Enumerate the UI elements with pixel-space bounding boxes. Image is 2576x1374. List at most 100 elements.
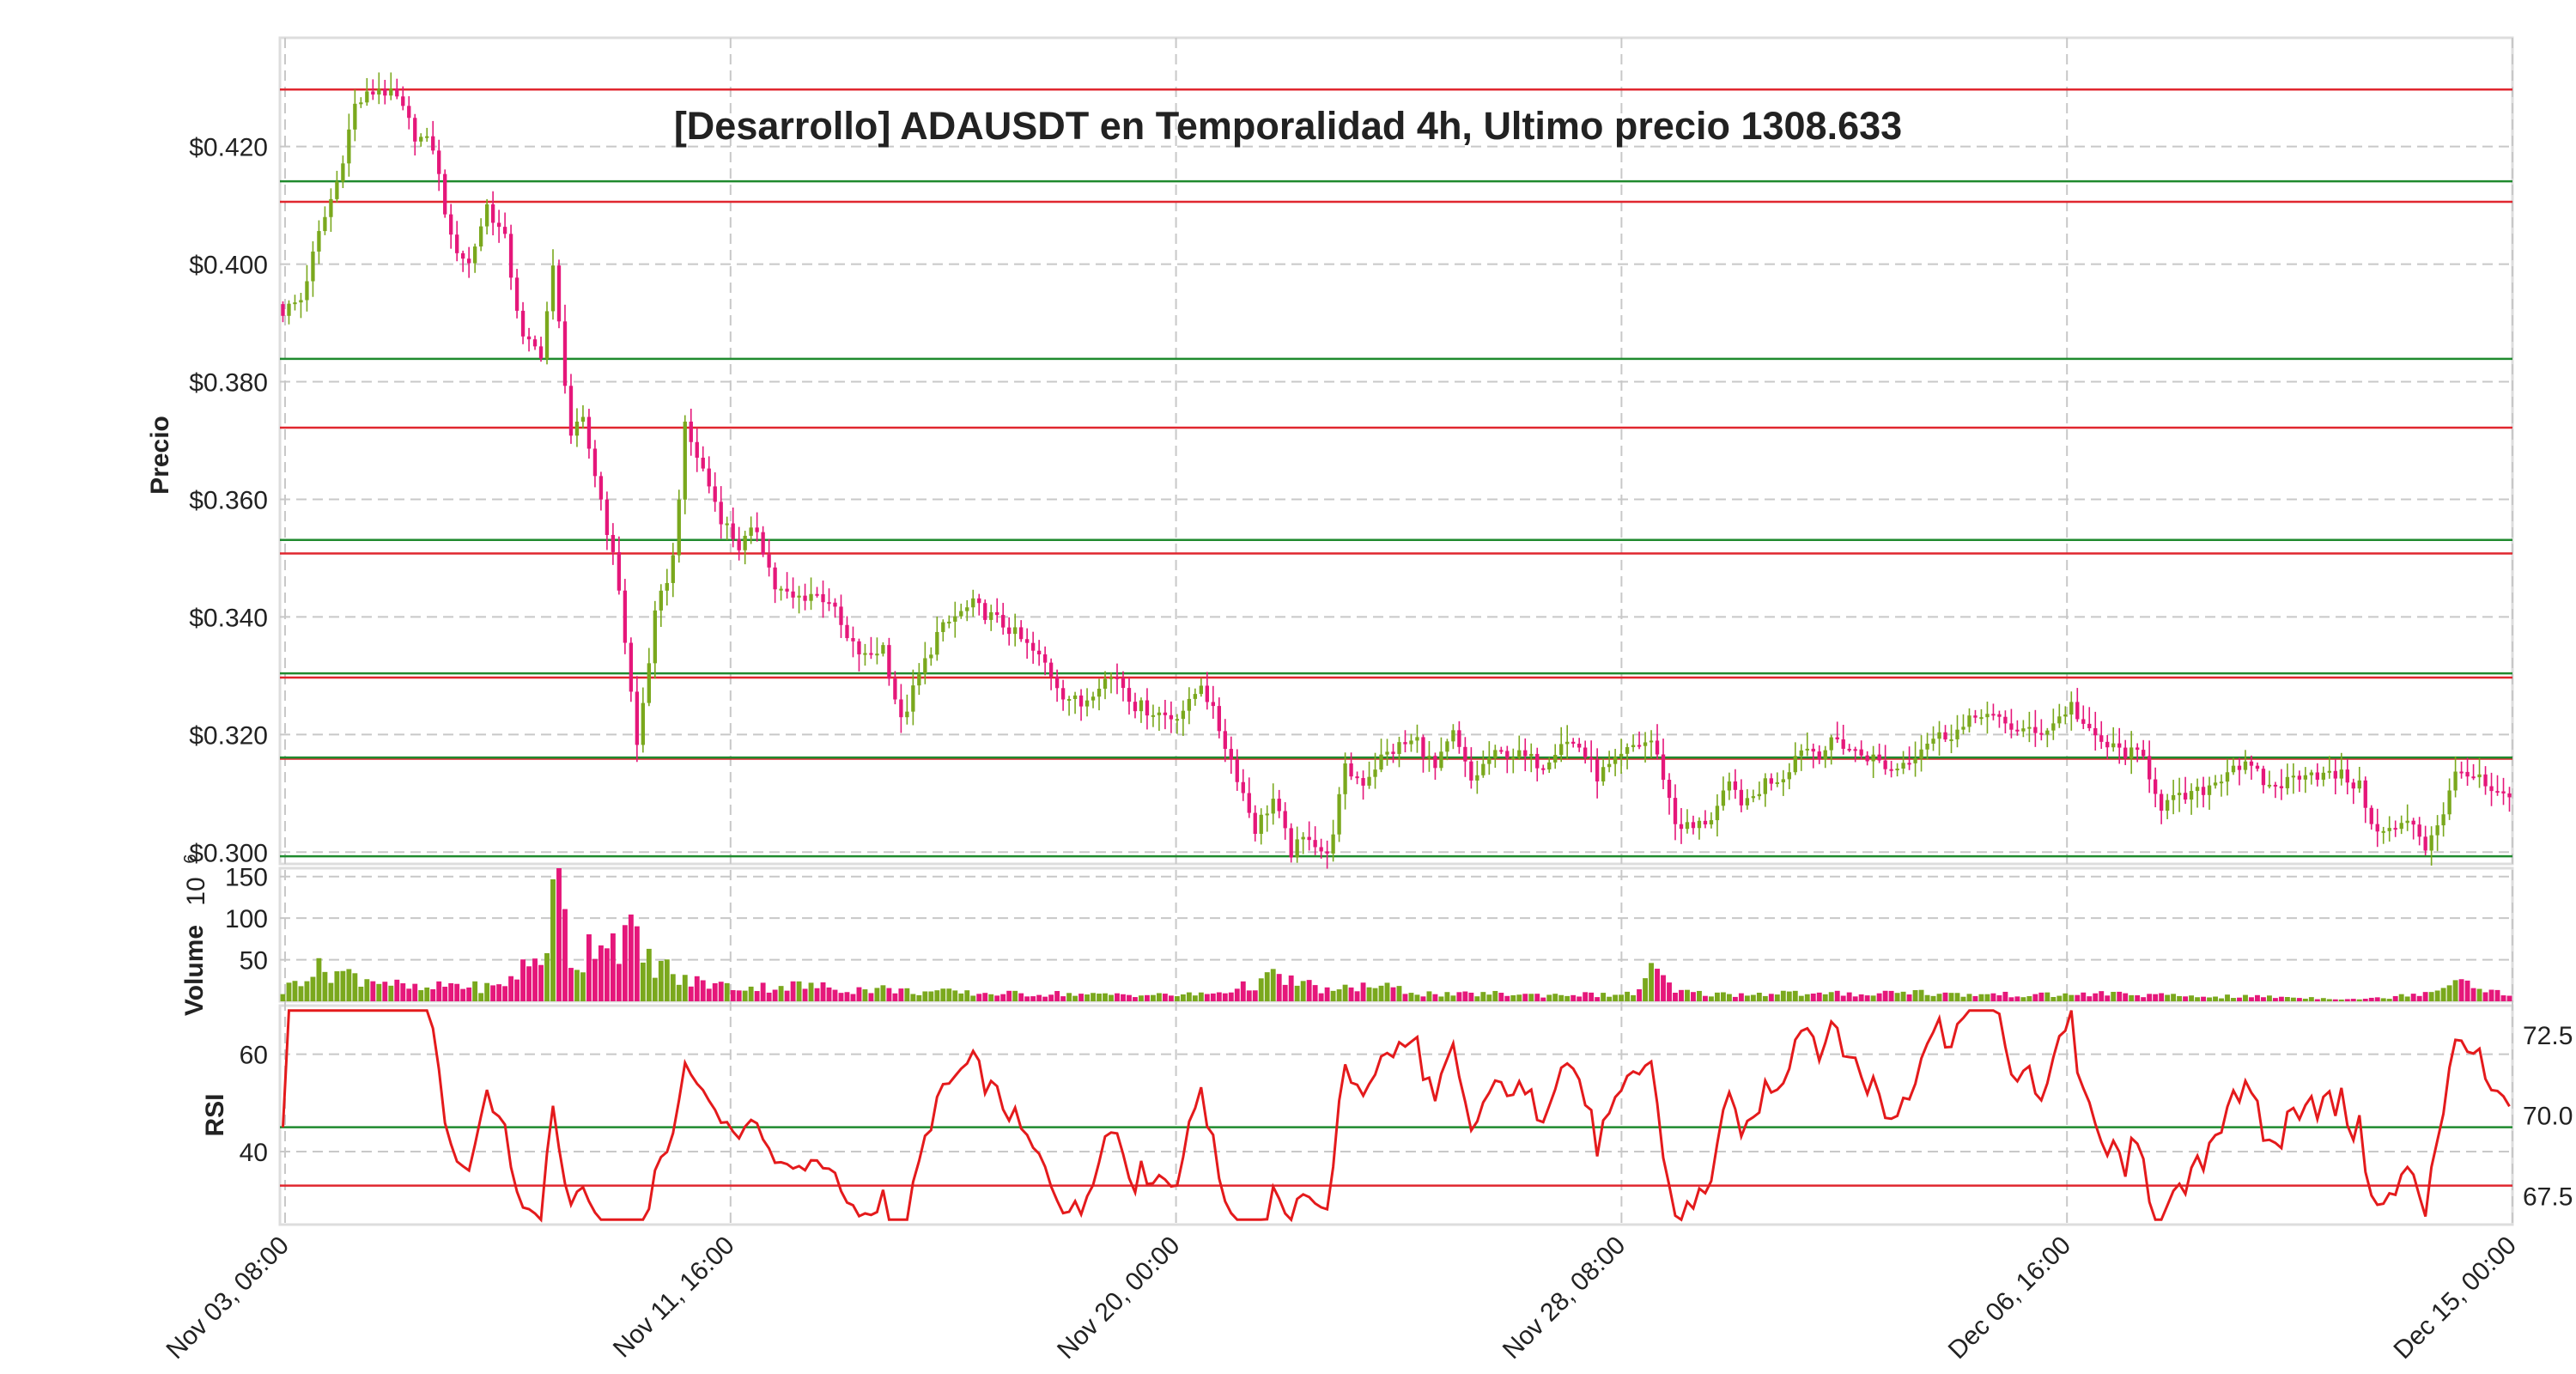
candle-down [1349,763,1353,777]
volume-bar [412,983,418,1001]
volume-bar [1996,995,2002,1001]
candle-up [1265,813,1269,816]
candle-down [2033,727,2038,733]
candle-down [1048,662,1054,677]
candle-down [1253,812,1257,834]
volume-bar [688,986,694,1001]
volume-bar [550,879,556,1001]
candle-down [568,386,574,436]
candle-down [502,227,507,234]
candle-down [629,642,634,692]
volume-bar [1270,969,1276,1001]
volume-bar [1709,996,1714,1001]
candle-up [1709,820,1714,825]
volume-bar [352,973,358,1001]
candle-up [2327,770,2331,773]
volume-bar [1990,993,1996,1001]
candle-down [1030,642,1036,651]
volume-bar [1846,992,1852,1001]
candle-down [1589,757,1594,760]
candle-down [526,336,532,340]
volume-multiplier-exponent: 6 [181,854,200,863]
volume-bar [898,988,904,1001]
volume-bar [520,959,526,1001]
volume-bar [1649,963,1654,1001]
volume-bar [2237,997,2242,1001]
candle-up [1715,806,1720,821]
volume-bar [772,989,778,1001]
candle-up [1793,756,1797,773]
volume-bar [1192,995,1198,1001]
volume-bar [892,993,898,1001]
volume-bar [2177,995,2183,1001]
candle-up [2045,730,2050,735]
volume-bar [1900,991,1906,1001]
candle-up [323,216,327,232]
candle-down [1457,730,1461,747]
candle-down [1835,737,1839,739]
volume-bar [1906,994,1912,1001]
volume-bar [1792,990,1798,1001]
candle-down [1211,702,1215,707]
volume-bar [2057,995,2063,1001]
candle-down [1078,695,1084,707]
candle-down [1403,742,1407,745]
candle-down [2201,787,2206,795]
volume-bar [436,981,442,1001]
candle-up [1091,696,1096,701]
volume-bar [1366,987,1372,1001]
volume-bar [364,979,370,1001]
volume-bar [1133,997,1138,1001]
volume-bar [814,988,820,1001]
candle-down [1463,746,1467,762]
candle-up [484,204,489,227]
candle-down [2075,702,2080,720]
candle-down [538,346,544,359]
candle-down [401,96,405,106]
price-tick-label: $0.380 [189,369,268,398]
candle-down [2015,729,2020,732]
candle-up [2189,791,2194,800]
candle-up [923,658,927,674]
price-axis-label: Precio [146,416,174,495]
volume-bar [826,987,832,1001]
volume-bar [2416,995,2422,1001]
candle-down [1973,715,1978,718]
volume-bar [616,964,622,1001]
candle-up [1985,714,1990,718]
volume-bar [2272,998,2278,1001]
volume-bar [1625,991,1631,1001]
candle-up [743,535,747,550]
candle-up [2285,776,2290,788]
volume-bar [988,994,994,1001]
volume-bar [934,990,940,1001]
candle-up [1625,747,1630,754]
volume-bar [1450,995,1456,1001]
volume-bar [340,970,346,1001]
volume-bar [1571,994,1577,1001]
candle-down [490,204,495,223]
candle-up [1829,737,1833,751]
candle-down [562,321,568,386]
volume-bar [1804,994,1810,1001]
volume-bar [2081,992,2087,1001]
candle-down [821,593,825,603]
candle-down [833,602,837,607]
candle-up [2267,784,2272,787]
candle-up [1931,739,1935,744]
volume-bar [1360,982,1366,1001]
volume-bar [2392,995,2398,1001]
candle-up [1763,778,1768,794]
candle-down [2315,772,2320,780]
volume-bar [1066,993,1072,1001]
volume-bar [2482,992,2488,1001]
volume-bar [448,982,454,1001]
candle-down [281,304,285,316]
candle-up [671,555,675,583]
candle-up [305,281,309,301]
volume-bar [874,988,880,1001]
candle-up [2195,787,2200,792]
candle-up [2303,775,2308,780]
volume-bar [676,984,682,1001]
candle-up [917,673,921,686]
